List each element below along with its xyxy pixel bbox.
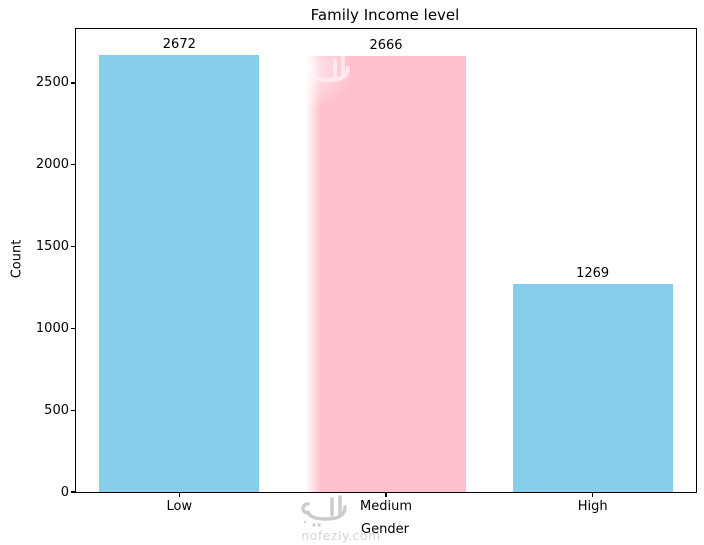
x-tick-label-medium: Medium bbox=[360, 499, 412, 514]
x-tick-mark bbox=[385, 493, 387, 497]
watermark-site-text: nofezly.com bbox=[301, 528, 381, 543]
x-tick-label-high: High bbox=[577, 499, 608, 514]
plot-area: 0 500 1000 1500 2000 2500 2672 Low 2666 Medium 126… bbox=[36, 28, 697, 514]
chart-title: Family Income level bbox=[310, 6, 460, 24]
y-tick-mark bbox=[71, 491, 75, 493]
bar-value-label: 1269 bbox=[576, 266, 610, 282]
x-tick-mark bbox=[592, 493, 594, 497]
y-tick-mark bbox=[71, 164, 75, 166]
y-tick-mark bbox=[71, 327, 75, 329]
y-tick-label: 2000 bbox=[35, 157, 69, 173]
x-tick-mark bbox=[178, 493, 180, 497]
x-tick-label-low: Low bbox=[166, 499, 193, 514]
bar-medium bbox=[306, 55, 466, 492]
y-tick-mark bbox=[71, 82, 75, 84]
bar-value-label: 2666 bbox=[369, 37, 403, 53]
y-tick-label: 0 bbox=[60, 484, 69, 500]
watermark-logo-icon bbox=[296, 495, 350, 531]
y-tick-label: 500 bbox=[44, 402, 69, 418]
y-tick-label: 2500 bbox=[35, 75, 69, 91]
x-axis-label: Gender bbox=[361, 522, 409, 537]
y-tick-mark bbox=[71, 245, 75, 248]
bar-low bbox=[99, 54, 260, 492]
bar-value-label: 2672 bbox=[162, 36, 196, 52]
y-tick-label: 1500 bbox=[35, 239, 69, 255]
y-tick-mark bbox=[71, 409, 75, 411]
watermark-ghost-logo-icon bbox=[296, 48, 354, 110]
bar-high bbox=[512, 284, 673, 492]
y-tick-label: 1000 bbox=[35, 320, 69, 336]
